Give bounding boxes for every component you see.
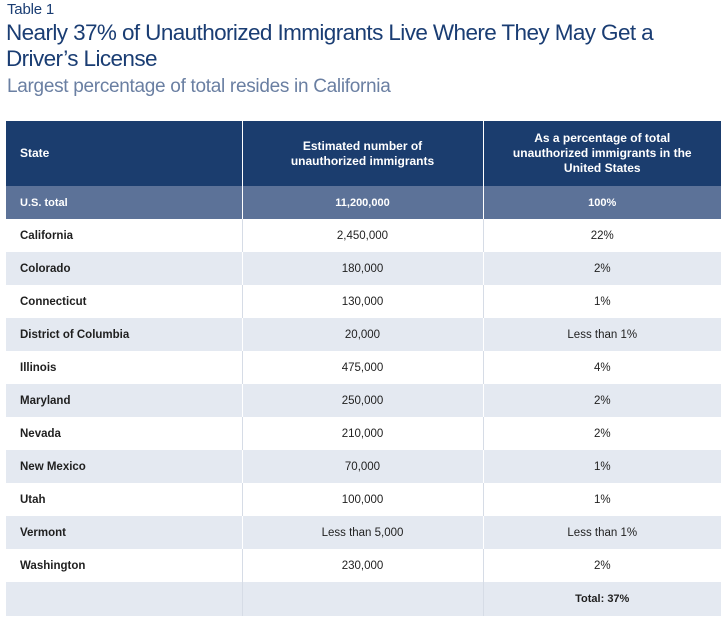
header-number: Estimated number of unauthorized immigra… [241,121,483,186]
table-row: Illinois 475,000 4% [6,351,721,384]
row-percent: 1% [482,450,721,483]
footer-row: Total: 37% [6,582,721,616]
footer-empty-2 [241,582,483,616]
row-percent: 22% [482,219,721,252]
table-row: Connecticut 130,000 1% [6,285,721,318]
table-row: Nevada 210,000 2% [6,417,721,450]
table-row: District of Columbia 20,000 Less than 1% [6,318,721,351]
header-percent: As a percentage of total unauthorized im… [482,121,721,186]
row-percent: 2% [482,384,721,417]
table-title: Nearly 37% of Unauthorized Immigrants Li… [6,20,654,71]
header-number-text: Estimated number of unauthorized immigra… [290,138,435,168]
table-subtitle: Largest percentage of total resides in C… [7,76,391,97]
table-row: New Mexico 70,000 1% [6,450,721,483]
footer-total: Total: 37% [482,582,721,616]
immigrants-table: State Estimated number of unauthorized i… [6,121,721,616]
row-number: Less than 5,000 [241,516,483,549]
row-state: Connecticut [20,295,87,308]
row-number: 230,000 [241,549,483,582]
row-state: California [20,229,74,242]
table-row: Washington 230,000 2% [6,549,721,582]
row-state: Washington [20,559,86,572]
row-number: 70,000 [241,450,483,483]
row-percent: 2% [482,417,721,450]
row-number: 2,450,000 [241,219,483,252]
row-number: 180,000 [241,252,483,285]
row-percent: 1% [482,285,721,318]
row-number: 250,000 [241,384,483,417]
header-percent-text: As a percentage of total unauthorized im… [512,131,692,175]
row-state: Maryland [6,384,242,417]
row-percent: 2% [482,549,721,582]
footer-empty-1 [6,582,242,616]
row-state: Colorado [6,252,242,285]
table-row: Utah 100,000 1% [6,483,721,516]
row-percent: 4% [482,351,721,384]
row-number: 100,000 [241,483,483,516]
table-row: California 2,450,000 22% [6,219,721,252]
row-state: Vermont [6,516,242,549]
row-percent: 2% [482,252,721,285]
row-percent: Less than 1% [482,318,721,351]
row-number: 210,000 [241,417,483,450]
table-row: Maryland 250,000 2% [6,384,721,417]
row-percent: Less than 1% [482,516,721,549]
us-total-row: U.S. total 11,200,000 100% [6,186,721,219]
row-number: 20,000 [241,318,483,351]
row-state: Illinois [20,361,57,374]
row-percent: 1% [482,483,721,516]
header-row: State Estimated number of unauthorized i… [6,121,721,186]
us-total-percent: 100% [482,186,721,219]
table-row: Colorado 180,000 2% [6,252,721,285]
row-number: 475,000 [241,351,483,384]
row-state: District of Columbia [6,318,242,351]
row-number: 130,000 [241,285,483,318]
header-state: State [6,121,242,186]
table-label: Table 1 [7,1,54,18]
row-state: Utah [20,493,46,506]
row-state: New Mexico [6,450,242,483]
us-total-number: 11,200,000 [241,186,483,219]
table-row: Vermont Less than 5,000 Less than 1% [6,516,721,549]
us-total-state: U.S. total [6,186,242,219]
row-state: Nevada [20,427,61,440]
